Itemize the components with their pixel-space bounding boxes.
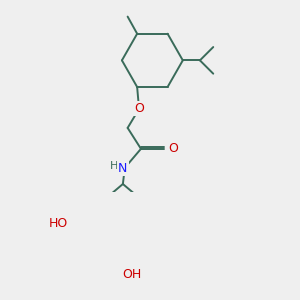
Text: HO: HO xyxy=(49,218,68,230)
Text: O: O xyxy=(168,142,178,155)
Text: O: O xyxy=(134,102,144,116)
Text: N: N xyxy=(118,162,128,175)
Text: OH: OH xyxy=(122,268,141,281)
Polygon shape xyxy=(75,224,98,228)
Polygon shape xyxy=(121,247,125,268)
Text: H: H xyxy=(110,161,118,171)
